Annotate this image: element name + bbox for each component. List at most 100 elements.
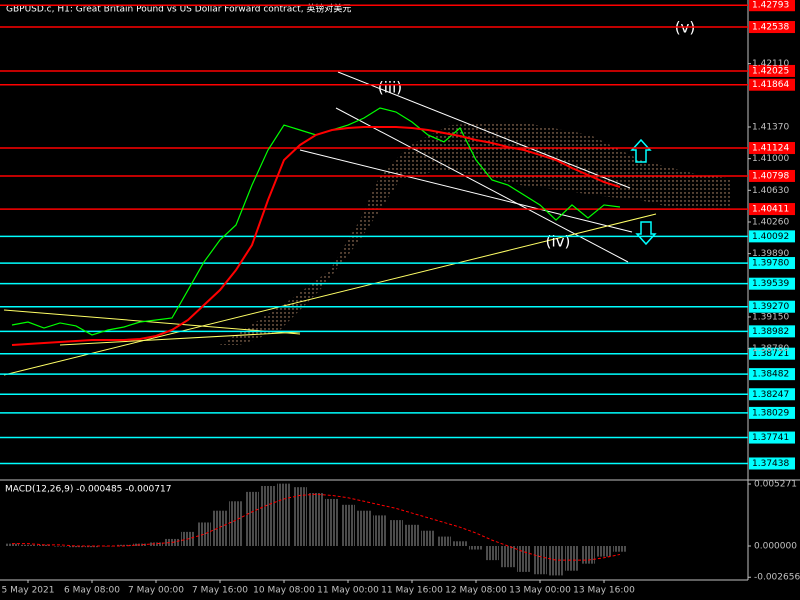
x-tick-label: 11 May 00:00 [317,586,379,596]
macd-bar [389,520,403,546]
level-label-box [749,142,795,155]
macd-bar [341,504,355,546]
macd-bar [517,546,531,572]
level-label: 1.38482 [752,370,789,380]
macd-bar [437,536,451,546]
macd-bar [117,544,131,546]
x-tick-label: 7 May 16:00 [192,586,248,596]
channel-line [299,149,633,233]
channel-line [337,71,631,189]
x-tick-label: 13 May 16:00 [573,586,635,596]
level-label: 1.42793 [752,1,789,11]
trend-line [59,331,301,346]
macd-bar [85,546,99,548]
macd-bar [597,546,611,557]
level-label-box [749,230,795,243]
level-label-box [749,277,795,290]
macd-bar [581,546,595,564]
level-label-box [749,78,795,91]
level-label-box [749,368,795,381]
x-tick-label: 12 May 08:00 [445,586,507,596]
level-label: 1.39270 [752,302,789,312]
macd-bar [69,546,83,548]
macd-bar [309,493,323,546]
y-tick-label: 1.42110 [752,59,789,69]
moving-average [11,125,621,346]
x-tick-label: 5 May 2021 [2,586,55,596]
level-label: 1.40092 [752,232,789,242]
x-tick-label: 10 May 08:00 [253,586,315,596]
chart-title: GBPUSD.c, H1: Great Britain Pound vs US … [6,3,351,15]
y-tick-label: 0.005271 [754,479,797,489]
macd-bar [373,515,387,546]
level-label: 1.39780 [752,259,789,269]
level-label: 1.42538 [752,23,789,33]
macd-bar [565,546,579,571]
level-label-box [749,406,795,419]
y-tick-label: 1.41000 [752,154,789,164]
macd-bar [277,483,291,546]
macd-bar [405,524,419,546]
macd-bar [469,546,483,550]
level-label-box [749,388,795,401]
y-tick-label: 0.000000 [754,542,797,552]
level-label: 1.42025 [752,66,789,76]
level-label-box [749,0,795,12]
macd-bar [613,546,627,552]
level-label: 1.40411 [752,205,789,215]
level-label-box [749,203,795,216]
macd-bar [421,530,435,546]
wave-label: (iii) [378,79,402,97]
x-tick-label: 6 May 08:00 [64,586,120,596]
macd-bar [325,498,339,546]
macd-bar [149,542,163,546]
level-label: 1.38982 [752,327,789,337]
level-label: 1.38721 [752,349,789,359]
macd-bar [37,544,51,546]
level-label-box [749,257,795,270]
macd-bar [5,543,19,546]
level-label-box [749,431,795,444]
macd-bar [549,546,563,576]
wave-label: (iv) [546,233,571,251]
x-tick-label: 13 May 00:00 [509,586,571,596]
macd-title: MACD(12,26,9) -0.000485 -0.000717 [5,485,171,495]
level-label-box [749,325,795,338]
macd-bar [197,522,211,546]
level-label: 1.37741 [752,433,789,443]
trend-line [3,213,657,376]
macd-bar [533,546,547,575]
macd-bar [229,501,243,546]
down-arrow [635,221,657,246]
macd-bar [357,510,371,546]
level-label: 1.38029 [752,408,789,418]
macd-bar [261,486,275,546]
macd-bar [245,491,259,546]
level-label-box [749,457,795,470]
macd-bar [293,487,307,546]
level-label-box [749,347,795,360]
signal-line [12,493,621,561]
level-label-box [749,300,795,313]
macd-bar [453,541,467,546]
level-label-box [749,169,795,182]
level-label: 1.41124 [752,144,789,154]
up-arrow [630,138,652,163]
y-tick-label: 1.38780 [752,344,789,354]
x-tick-label: 11 May 16:00 [381,586,443,596]
level-label: 1.38247 [752,390,789,400]
y-tick-label: 1.41370 [752,122,789,132]
level-label: 1.40798 [752,171,789,181]
level-label: 1.41864 [752,80,789,90]
y-tick-label: 1.40260 [752,217,789,227]
macd-bar [213,510,227,546]
y-tick-label: 1.40630 [752,186,789,196]
macd-bar [485,546,499,561]
trend-line [3,309,301,335]
macd-bar [53,546,67,547]
macd-bar [21,544,35,546]
y-tick-label: -0.002656 [754,573,800,583]
